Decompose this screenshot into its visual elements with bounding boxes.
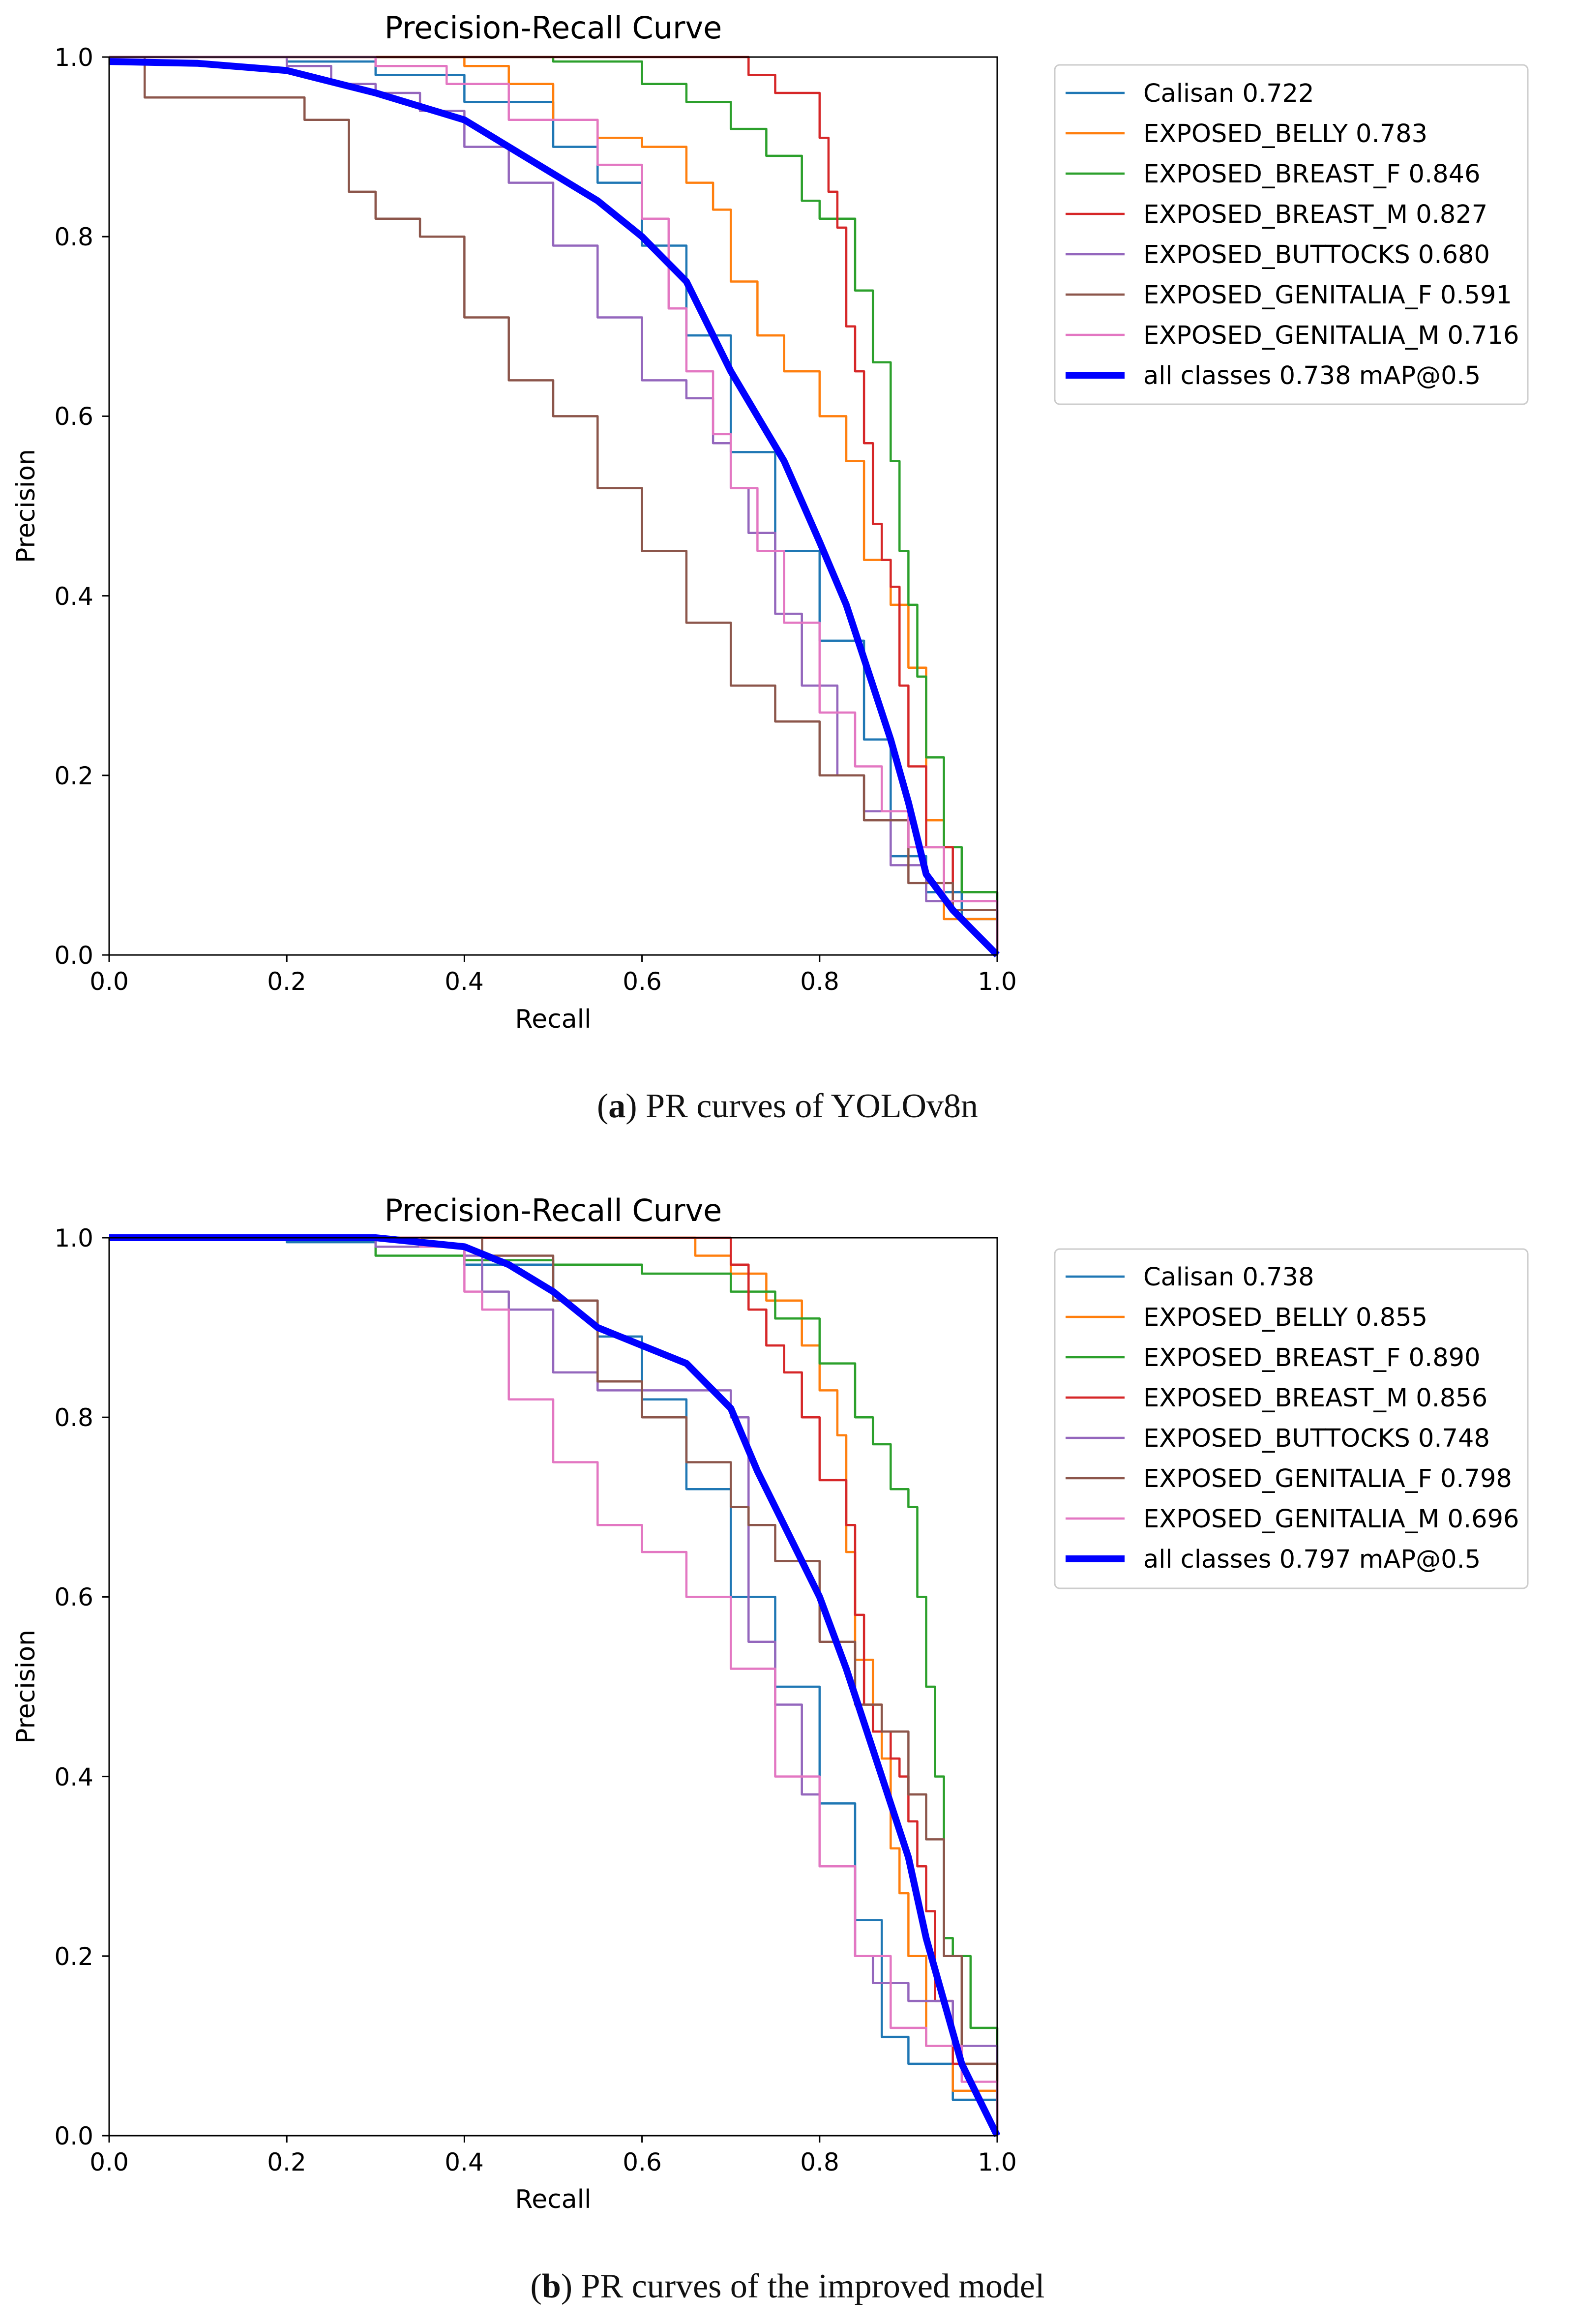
legend-entry: EXPOSED_BUTTOCKS 0.680 [1143, 240, 1490, 269]
legend-entry: all classes 0.797 mAP@0.5 [1143, 1545, 1481, 1574]
x-axis: 0.0 0.2 0.4 0.6 0.8 1.0 [89, 2148, 1017, 2176]
legend-entry: EXPOSED_GENITALIA_F 0.798 [1143, 1464, 1512, 1493]
legend-box [1054, 64, 1529, 405]
pr-curve-6 [109, 1236, 999, 2136]
legend: Calisan 0.722 EXPOSED_BELLY 0.783 EXPOSE… [1054, 64, 1529, 405]
y-tick-label: 0.4 [54, 582, 93, 611]
pr-curve-8 [109, 58, 1000, 957]
legend-entry: EXPOSED_BELLY 0.855 [1143, 1303, 1427, 1332]
x-tick-label: 0.6 [623, 967, 662, 996]
legend-entry: EXPOSED_GENITALIA_F 0.591 [1143, 281, 1512, 310]
pr-curve-7 [109, 56, 999, 955]
y-tick-label: 0.6 [54, 1583, 93, 1611]
y-tick-label: 0.0 [54, 2122, 93, 2150]
pr-curve-5 [109, 1236, 999, 2136]
x-tick-label: 0.8 [800, 2148, 839, 2176]
plot-area [102, 56, 1000, 962]
y-tick-label: 0.4 [54, 1763, 93, 1791]
y-tick-label: 0.2 [54, 1942, 93, 1971]
legend-entry: EXPOSED_BELLY 0.783 [1143, 119, 1427, 149]
legend-entry: EXPOSED_BREAST_F 0.846 [1143, 160, 1481, 189]
y-axis: 0.0 0.2 0.4 0.6 0.8 1.0 [54, 43, 93, 970]
legend-entry: EXPOSED_GENITALIA_M 0.696 [1143, 1505, 1519, 1534]
legend-box [1054, 1248, 1529, 1589]
pr-curve-1 [109, 56, 999, 955]
legend-entry: Calisan 0.738 [1143, 1263, 1314, 1292]
y-tick-label: 0.0 [54, 941, 93, 970]
caption-text: PR curves of YOLOv8n [646, 1087, 979, 1125]
y-tick-label: 1.0 [54, 1224, 93, 1252]
legend-entry: EXPOSED_BREAST_M 0.827 [1143, 200, 1487, 229]
y-tick-label: 0.6 [54, 402, 93, 431]
caption-tag: b [541, 2267, 561, 2305]
x-tick-label: 0.0 [89, 2148, 129, 2176]
caption-b: (b) PR curves of the improved model [530, 2267, 1045, 2305]
legend-entry: EXPOSED_GENITALIA_M 0.716 [1143, 321, 1519, 350]
y-axis: 0.0 0.2 0.4 0.6 0.8 1.0 [54, 1224, 93, 2150]
legend: Calisan 0.738 EXPOSED_BELLY 0.855 EXPOSE… [1054, 1248, 1529, 1589]
legend-entry: EXPOSED_BREAST_F 0.890 [1143, 1343, 1481, 1372]
x-tick-label: 0.0 [89, 967, 129, 996]
y-tick-label: 0.2 [54, 762, 93, 790]
pr-curve-4 [109, 1236, 999, 2136]
legend-entry: Calisan 0.722 [1143, 79, 1314, 108]
panel-a: Precision-Recall Curve 0.0 0.2 0.4 0.6 0… [11, 10, 1529, 1034]
pr-curve-7 [109, 1236, 999, 2136]
legend-entry: EXPOSED_BUTTOCKS 0.748 [1143, 1424, 1490, 1453]
panel-b: Precision-Recall Curve 0.0 0.2 0.4 0.6 0… [11, 1192, 1529, 2214]
pr-curve-8 [109, 1234, 1001, 2138]
caption-a: (a) PR curves of YOLOv8n [596, 1087, 979, 1125]
chart-title: Precision-Recall Curve [385, 1192, 722, 1228]
x-tick-label: 1.0 [978, 2148, 1017, 2176]
caption-text: PR curves of the improved model [581, 2267, 1045, 2305]
legend-entry: EXPOSED_BREAST_M 0.856 [1143, 1384, 1487, 1413]
pr-curve-4 [109, 56, 999, 955]
pr-curve-2 [109, 56, 999, 955]
x-tick-label: 1.0 [978, 967, 1017, 996]
x-axis: 0.0 0.2 0.4 0.6 0.8 1.0 [89, 967, 1017, 996]
pr-curve-3 [109, 56, 999, 955]
y-axis-label: Precision [11, 1630, 41, 1744]
x-tick-label: 0.2 [267, 2148, 306, 2176]
y-axis-label: Precision [11, 449, 41, 563]
x-axis-label: Recall [515, 1005, 591, 1034]
y-tick-label: 0.8 [54, 1403, 93, 1432]
y-tick-label: 1.0 [54, 43, 93, 72]
legend-entry: all classes 0.738 mAP@0.5 [1143, 361, 1481, 390]
caption-tag: a [608, 1087, 626, 1125]
x-axis-label: Recall [515, 2185, 591, 2214]
x-tick-label: 0.2 [267, 967, 306, 996]
x-tick-label: 0.8 [800, 967, 839, 996]
pr-curve-6 [109, 56, 999, 955]
axes-frame [108, 1237, 998, 2137]
x-tick-label: 0.4 [445, 967, 484, 996]
chart-title: Precision-Recall Curve [385, 10, 722, 46]
x-tick-label: 0.6 [623, 2148, 662, 2176]
y-tick-label: 0.8 [54, 223, 93, 251]
plot-area [102, 1234, 1001, 2143]
x-tick-label: 0.4 [445, 2148, 484, 2176]
axes-frame [108, 56, 998, 956]
